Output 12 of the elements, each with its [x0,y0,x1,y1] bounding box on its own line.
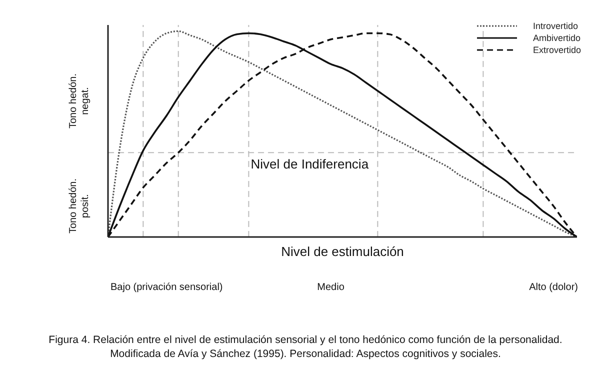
x-tick-label: Alto (dolor) [529,282,578,294]
legend-label: Ambivertido [532,33,580,43]
legend-label: Extrovertido [532,45,581,55]
x-tick-label: Bajo (privación sensorial) [110,282,223,294]
x-tick-label: Medio [317,282,345,294]
x-axis-title: Nivel de estimulación [281,244,404,260]
text: Figura 4. Relación entre el nivel de estimulación sensorial y el tono hedónico como función de la personalidad. [48,333,564,347]
text: Modificada de Avía y Sánchez (1995). Personalidad: Aspectos cognitivos y sociales. [109,347,502,361]
text: Tono hedón. posit. [68,178,92,236]
legend-label: Introvertido [532,21,578,31]
ref-line-label: Nivel de Indiferencia [250,156,370,172]
text: Tono hedón. negat. [68,72,92,131]
